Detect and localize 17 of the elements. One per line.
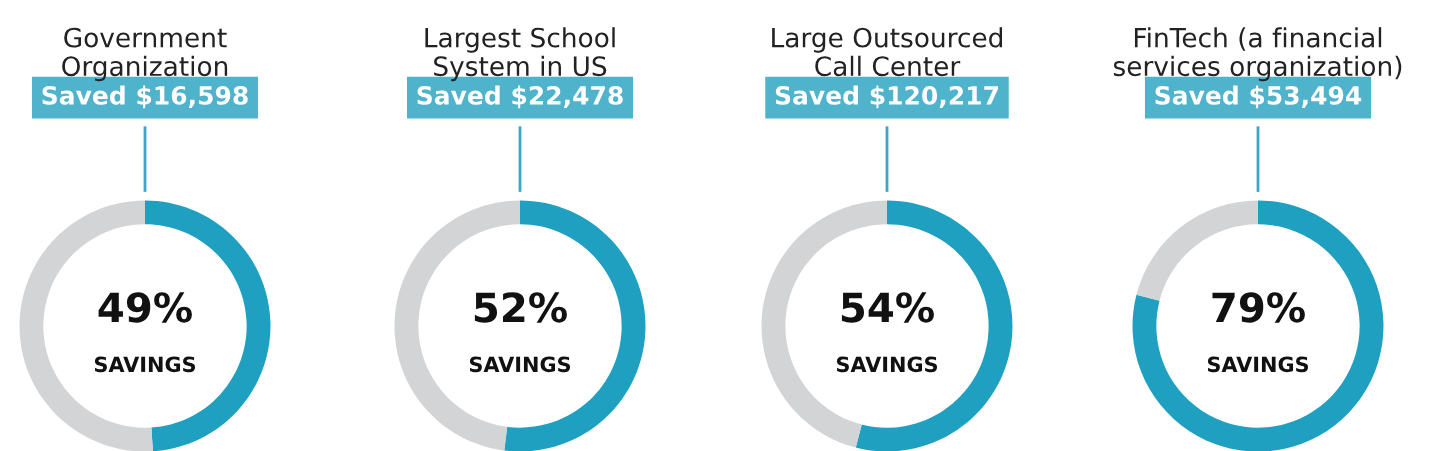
- data-label: 54%: [841, 292, 934, 323]
- donut-slice: [1132, 200, 1384, 451]
- data-label: 79%: [1212, 292, 1305, 323]
- text: SAVINGS: [469, 356, 571, 373]
- chart-title: Largest School System in US: [425, 27, 615, 82]
- text: Saved $16,598: [42, 85, 248, 109]
- text: Saved $53,494: [1155, 85, 1362, 109]
- data-label: 52%: [474, 292, 567, 323]
- text: SAVINGS: [836, 356, 938, 373]
- text: SAVINGS: [94, 356, 196, 373]
- text: SAVINGS: [1207, 356, 1309, 373]
- data-label: 49%: [98, 292, 192, 323]
- chart-title: Large Outsourced Call Center: [772, 27, 1003, 77]
- text: Saved $22,478: [417, 85, 623, 109]
- chart-title: FinTech (a financial services organization): [1113, 27, 1402, 82]
- text: Saved $120,217: [775, 85, 999, 109]
- chart-title: Government Organization: [62, 27, 228, 82]
